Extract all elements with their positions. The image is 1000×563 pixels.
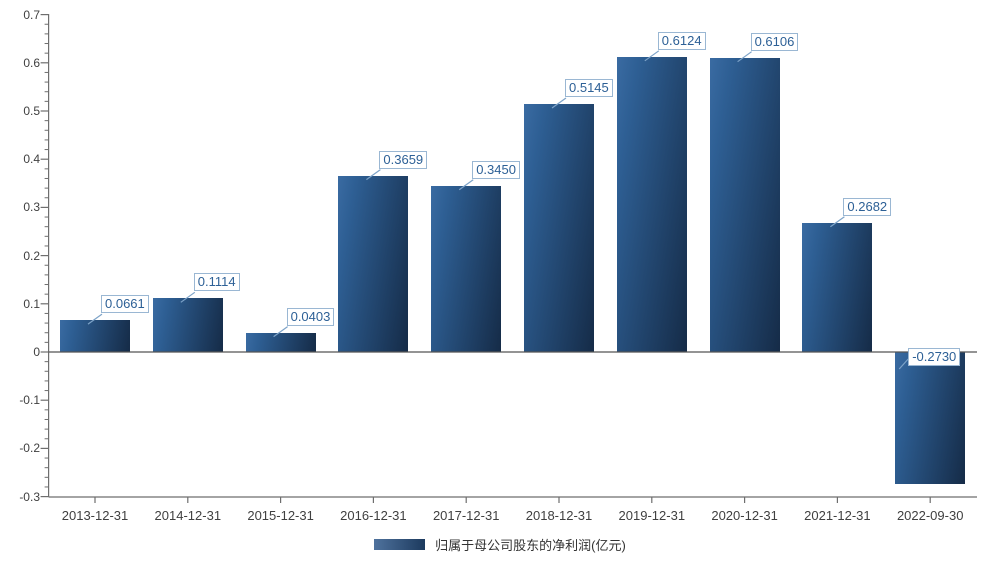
value-callout: 0.5145 — [565, 79, 613, 97]
y-tick-label: 0.3 — [23, 200, 40, 215]
bar — [616, 56, 687, 352]
bar — [338, 175, 409, 352]
value-callout: 0.6124 — [657, 31, 706, 50]
bar — [802, 222, 873, 352]
bar — [895, 352, 966, 484]
value-callout: 0.6106 — [750, 32, 799, 51]
bar — [152, 298, 223, 352]
x-tick-label: 2018-12-31 — [525, 508, 593, 523]
bar — [245, 332, 316, 352]
y-tick-label: 0.7 — [23, 7, 40, 22]
legend: 归属于母公司股东的净利润(亿元) — [0, 534, 1000, 554]
bar — [524, 104, 594, 352]
y-tick-label: -0.2 — [19, 441, 40, 456]
value-callout: 0.3450 — [472, 160, 520, 179]
y-tick-label: 0.5 — [23, 104, 40, 118]
value-callout: 0.0661 — [101, 295, 149, 314]
x-tick-label: 2014-12-31 — [154, 508, 222, 523]
x-tick-label: 2020-12-31 — [711, 508, 778, 523]
x-tick-label: 2015-12-31 — [247, 508, 314, 523]
x-tick-label: 2021-12-31 — [804, 508, 871, 523]
bar — [709, 57, 780, 352]
x-tick-label: 2017-12-31 — [432, 508, 500, 523]
value-callout: -0.2730 — [908, 348, 961, 366]
value-callout: 0.2682 — [843, 197, 892, 216]
bar — [60, 320, 130, 352]
y-tick-label: 0.2 — [23, 248, 40, 263]
x-tick-label: 2016-12-31 — [340, 508, 407, 523]
legend-label: 归属于母公司股东的净利润(亿元) — [435, 537, 626, 553]
y-tick-label: -0.1 — [19, 393, 40, 408]
value-callout: 0.1114 — [193, 273, 240, 292]
y-tick-label: 0 — [33, 345, 40, 359]
x-tick-label: 2019-12-31 — [618, 508, 686, 523]
x-tick-label: 2013-12-31 — [61, 508, 129, 523]
x-tick-label: 2022-09-30 — [896, 508, 964, 523]
value-callout: 0.0403 — [286, 307, 335, 326]
y-tick-label: 0.1 — [23, 296, 40, 311]
legend-swatch — [374, 538, 426, 550]
y-tick-label: 0.4 — [23, 152, 40, 167]
bar — [431, 185, 502, 352]
y-tick-label: 0.6 — [23, 55, 40, 70]
value-callout: 0.3659 — [379, 150, 428, 169]
y-tick-label: -0.3 — [19, 489, 40, 504]
